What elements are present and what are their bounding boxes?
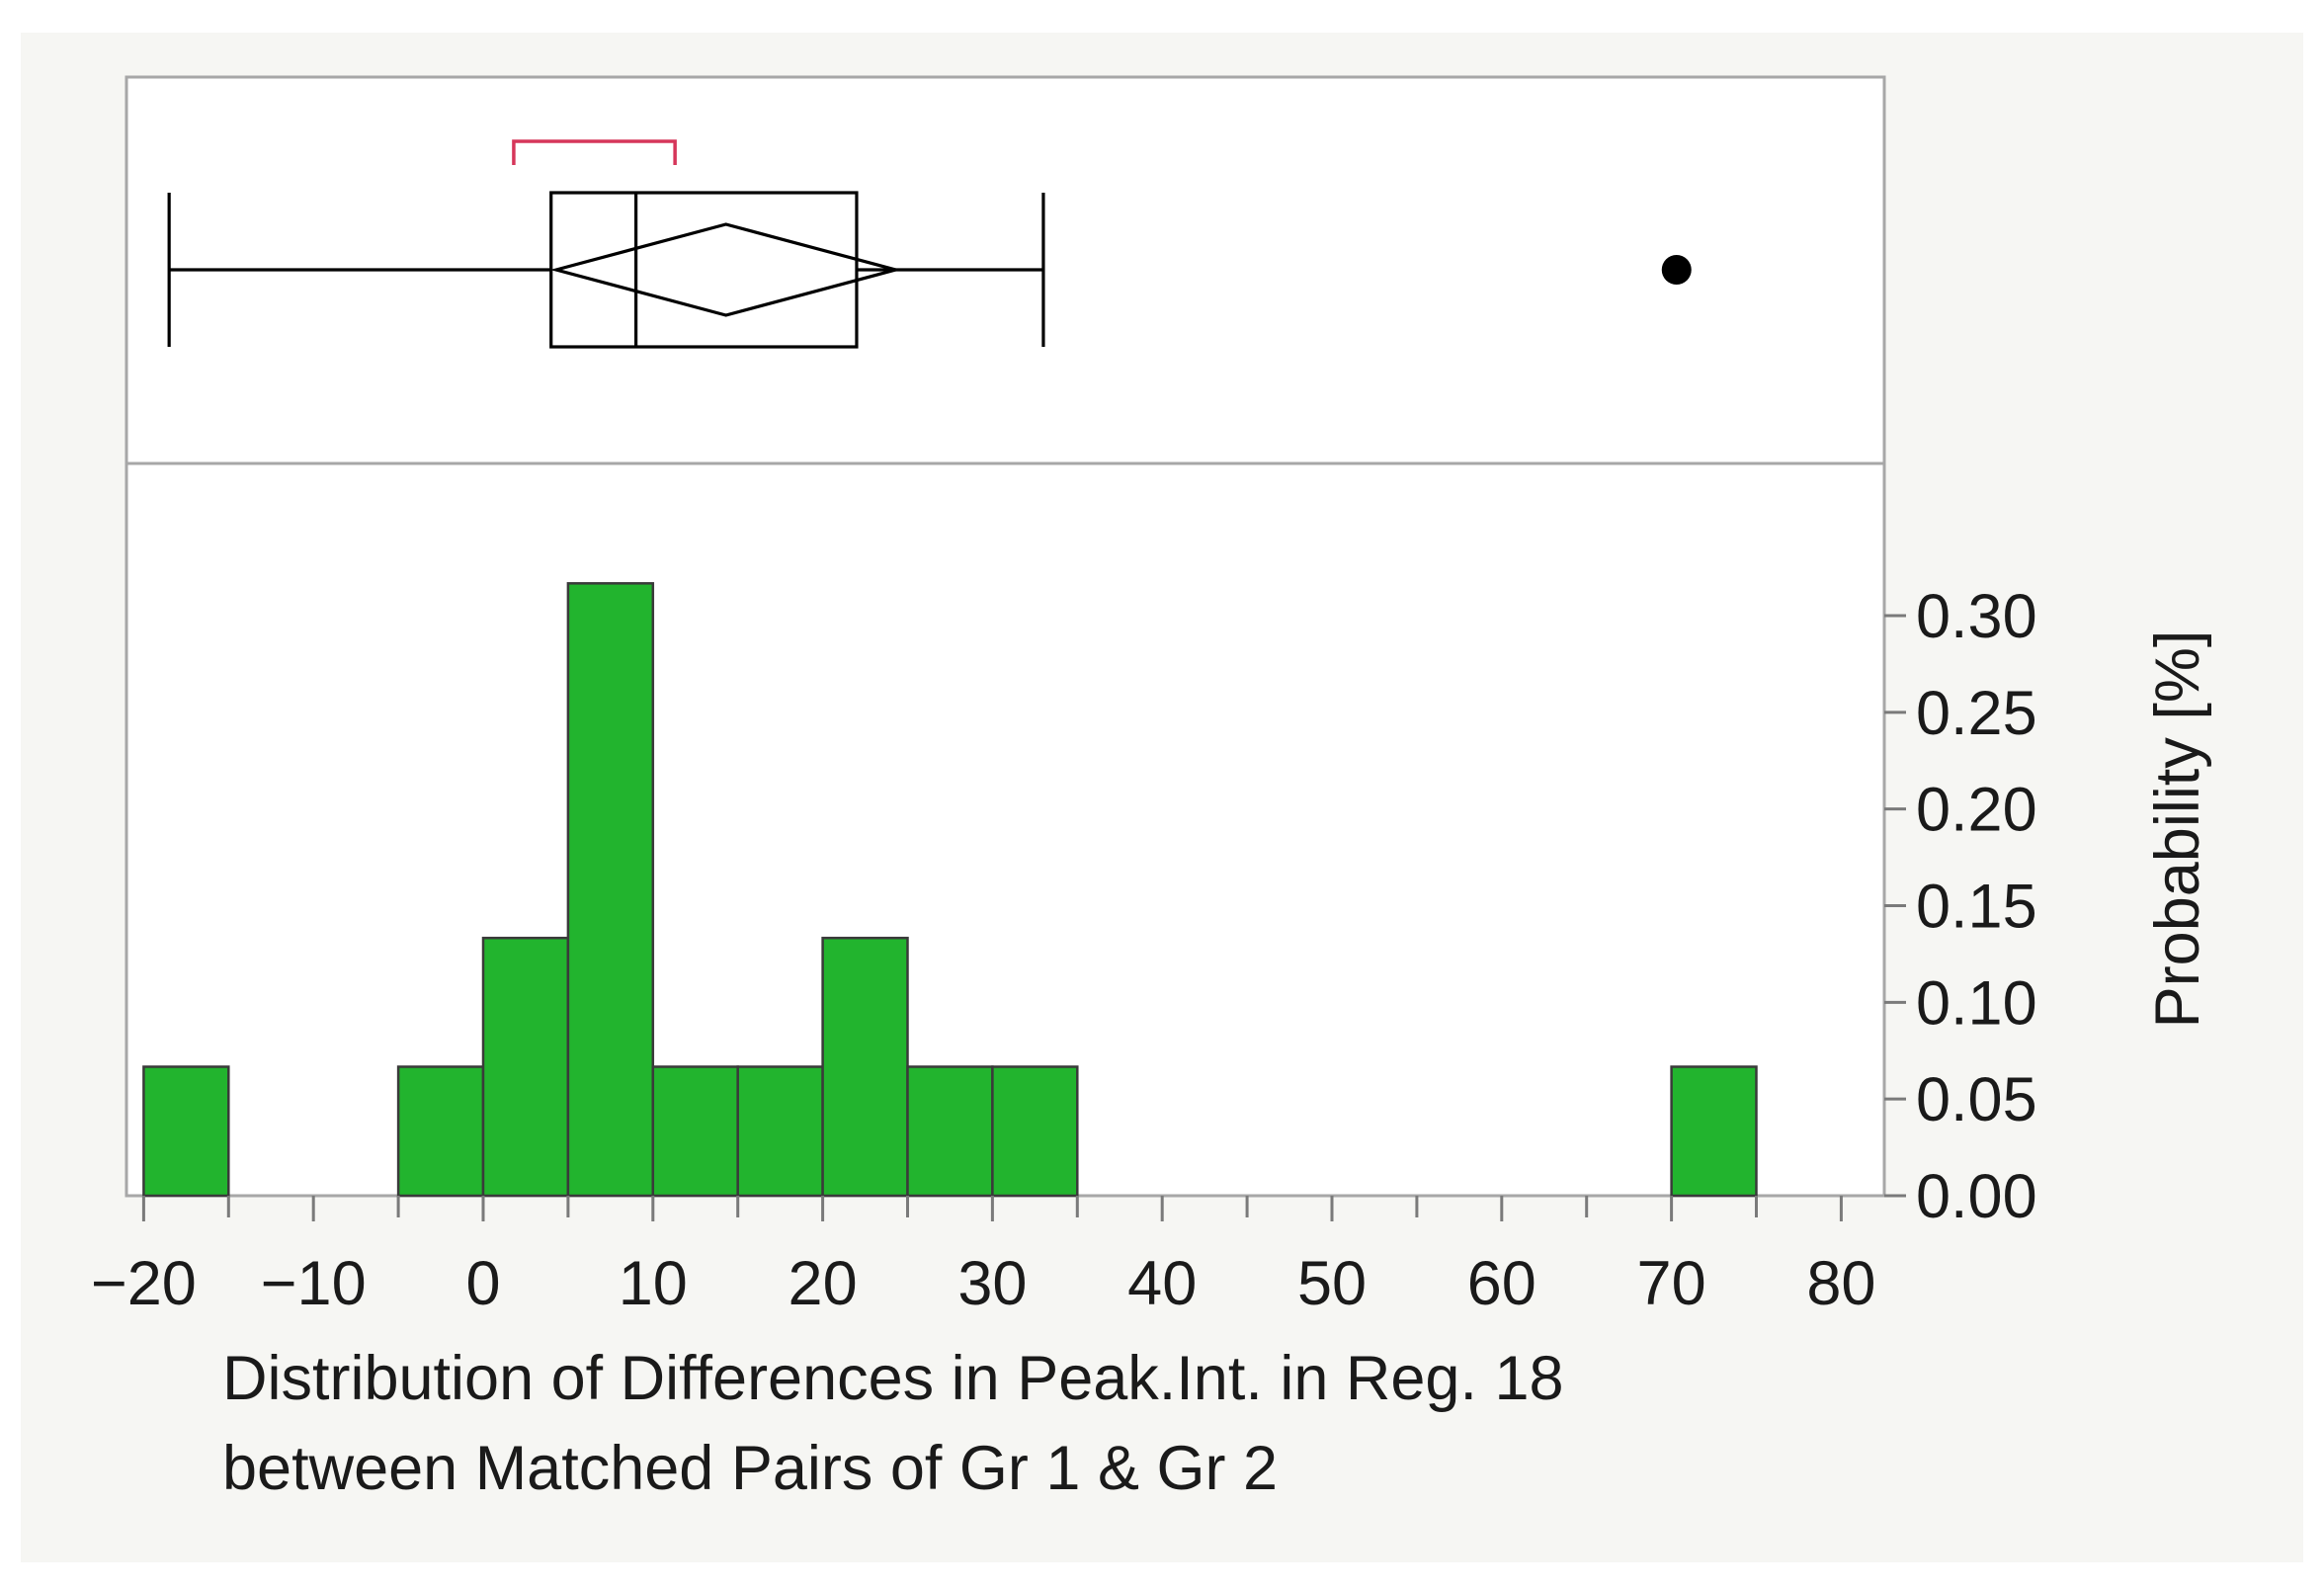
chart-panels [124, 75, 1886, 1198]
x-tick-label: 60 [1467, 1249, 1536, 1318]
y-tick-label: 0.30 [1916, 582, 2037, 651]
histogram-bar [1670, 1065, 1758, 1198]
x-tick-label: −10 [261, 1249, 367, 1318]
histogram-bars [142, 582, 1758, 1198]
x-tick-label: 50 [1297, 1249, 1367, 1318]
x-axis-title-line: between Matched Pairs of Gr 1 & Gr 2 [222, 1434, 1278, 1503]
y-tick-label: 0.00 [1916, 1162, 2037, 1231]
x-axis: −20 −10 0 10 20 30 40 50 60 70 80 [91, 1196, 1875, 1318]
histogram-bar [991, 1065, 1079, 1198]
outlier-point [1661, 255, 1692, 285]
chart-svg: 0.00 0.05 0.10 0.15 0.20 0.25 0.30 −20 −10 0 10 20… [91, 75, 2212, 1503]
histogram-bar [396, 1065, 485, 1198]
histogram-bar [481, 936, 570, 1198]
y-axis-title: Probability [%] [2143, 630, 2212, 1029]
x-tick-label: 70 [1637, 1249, 1706, 1318]
x-tick-label: 80 [1806, 1249, 1875, 1318]
histogram-bar [142, 1065, 230, 1198]
x-tick-label: 40 [1127, 1249, 1197, 1318]
chart-figure: 0.00 0.05 0.10 0.15 0.20 0.25 0.30 −20 −10 0 10 20… [21, 33, 2303, 1562]
x-axis-title-line: Distribution of Differences in Peak.Int.… [222, 1344, 1564, 1413]
y-tick-label: 0.20 [1916, 776, 2037, 845]
histogram-bar [651, 1065, 739, 1198]
outlier-box-plot [167, 139, 1692, 349]
y-tick-label: 0.10 [1916, 968, 2037, 1038]
x-tick-label: −20 [91, 1249, 197, 1318]
x-tick-label: 30 [957, 1249, 1027, 1318]
y-axis: 0.00 0.05 0.10 0.15 0.20 0.25 0.30 [1884, 582, 2037, 1231]
y-tick-label: 0.15 [1916, 873, 2037, 942]
shortest-half-bracket [512, 139, 677, 165]
histogram-bar [736, 1065, 824, 1198]
x-tick-label: 0 [465, 1249, 500, 1318]
y-tick-label: 0.05 [1916, 1065, 2037, 1134]
x-tick-label: 10 [619, 1249, 688, 1318]
mean-diamond [549, 222, 902, 317]
histogram-bar [906, 1065, 994, 1198]
y-tick-label: 0.25 [1916, 679, 2037, 748]
x-tick-label: 20 [788, 1249, 858, 1318]
axis-titles: Distribution of Differences in Peak.Int.… [222, 630, 2212, 1503]
histogram-bar [821, 936, 909, 1198]
histogram-bar [566, 582, 655, 1198]
